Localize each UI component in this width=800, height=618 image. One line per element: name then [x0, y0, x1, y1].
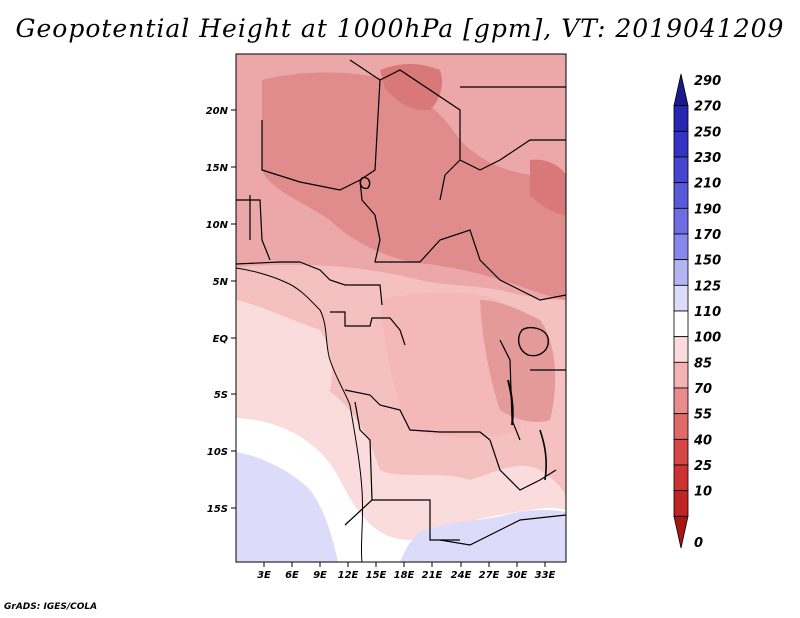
lon-label: 12E — [338, 570, 359, 581]
lon-label: 9E — [313, 570, 327, 581]
lat-label: 15S — [207, 504, 228, 515]
border-line — [236, 261, 300, 265]
border-line — [379, 69, 461, 201]
field-darker-sahara — [380, 64, 442, 111]
lon-label: 3E — [257, 570, 271, 581]
lat-label: 10S — [207, 447, 228, 458]
colorbar-label: 190 — [694, 202, 721, 217]
lat-label: 10N — [206, 220, 229, 231]
colorbar-segment — [673, 515, 689, 549]
colorbar-segment — [673, 284, 689, 312]
colorbar-label: 10 — [694, 485, 712, 500]
colorbar-label: 100 — [694, 331, 721, 346]
colorbar-segment — [673, 233, 689, 261]
border-line — [330, 311, 406, 346]
lat-label: 5S — [214, 390, 228, 401]
lon-label: 15E — [366, 570, 387, 581]
lake-chad — [359, 176, 371, 190]
lat-label: 5N — [213, 277, 229, 288]
colorbar-label: 55 — [694, 408, 712, 423]
colorbar: 2902702502302101901701501251101008570554… — [673, 73, 721, 551]
grads-credit: GrADS: IGES/COLA — [4, 602, 98, 612]
border-line — [372, 499, 460, 541]
lake-victoria — [517, 326, 549, 357]
field-dark-rift — [480, 300, 556, 422]
colorbar-segment — [673, 156, 689, 184]
border-line — [261, 59, 381, 191]
colorbar-label: 40 — [693, 433, 712, 448]
lon-label: 24E — [451, 570, 472, 581]
border-line — [519, 289, 566, 301]
colorbar-segment — [673, 310, 689, 338]
field-blue-se — [400, 509, 566, 562]
colorbar-segment — [673, 336, 689, 363]
colorbar-label: 70 — [694, 382, 712, 397]
border-line — [299, 261, 383, 306]
lon-label: 18E — [394, 570, 415, 581]
border-line — [459, 139, 566, 171]
field-blue-sw — [236, 452, 338, 562]
border-line — [344, 389, 491, 441]
colorbar-label: 270 — [694, 100, 721, 115]
colorbar-label: 230 — [694, 151, 721, 166]
colorbar-segment — [673, 438, 689, 466]
colorbar-label: 125 — [694, 279, 721, 294]
lat-ticks: 20N 15N 10N 5N EQ 5S 10S 15S — [206, 106, 236, 515]
lon-label: 6E — [285, 570, 299, 581]
chart-title: Geopotential Height at 1000hPa [gpm], VT… — [15, 14, 785, 43]
colorbar-label: 0 — [694, 536, 703, 551]
colorbar-label: 110 — [694, 305, 721, 320]
colorbar-segment — [673, 182, 689, 209]
colorbar-label: 170 — [694, 228, 721, 243]
border-line — [236, 199, 271, 261]
colorbar-label: 150 — [694, 254, 721, 269]
colorbar-label: 290 — [694, 74, 721, 89]
colorbar-label: 25 — [694, 459, 712, 474]
lon-label: 33E — [535, 570, 556, 581]
colorbar-segment — [673, 361, 689, 389]
map-frame — [235, 53, 567, 563]
lat-label: 15N — [206, 163, 229, 174]
lake-tanganyika — [507, 379, 514, 426]
field-pale-west — [236, 300, 332, 394]
coastline — [236, 267, 364, 562]
colorbar-segment — [673, 259, 689, 286]
colorbar-segment — [673, 130, 689, 158]
colorbar-segment — [673, 490, 689, 517]
country-borders — [236, 59, 566, 562]
geopotential-field — [236, 54, 566, 562]
lat-label: EQ — [213, 334, 229, 345]
lake-malawi — [539, 429, 547, 481]
lon-label: 30E — [507, 570, 528, 581]
colorbar-segment — [673, 105, 689, 132]
field-darker-east — [530, 159, 566, 215]
colorbar-segment — [673, 207, 689, 235]
colorbar-label: 210 — [694, 177, 721, 192]
lat-label: 20N — [206, 106, 229, 117]
colorbar-segment — [673, 73, 689, 107]
colorbar-segment — [673, 387, 689, 415]
border-line — [359, 179, 521, 291]
lon-label: 21E — [422, 570, 443, 581]
colorbar-label: 85 — [694, 356, 712, 371]
lon-label: 27E — [479, 570, 500, 581]
border-line — [439, 514, 566, 546]
colorbar-segment — [673, 464, 689, 492]
colorbar-segment — [673, 413, 689, 440]
lon-ticks: 3E 6E 9E 12E 15E 18E 21E 24E 27E 30E 33E — [257, 562, 556, 581]
field-dark-north — [262, 72, 566, 300]
colorbar-label: 250 — [694, 125, 721, 140]
